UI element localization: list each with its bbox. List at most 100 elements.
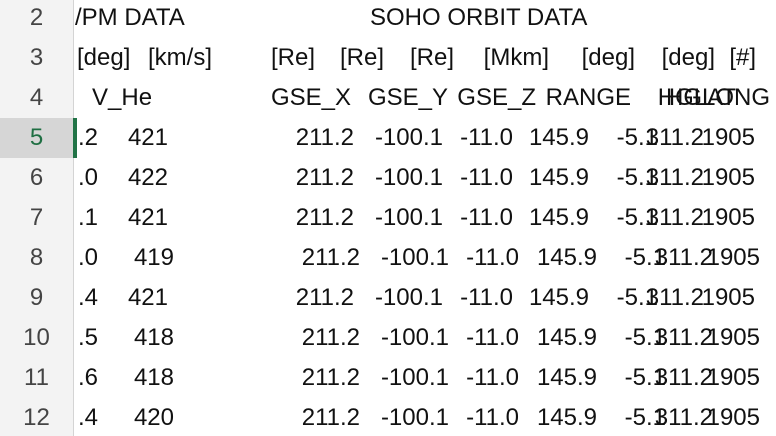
- cell-value[interactable]: 211.2: [301, 244, 360, 271]
- cell-value[interactable]: 1905: [706, 364, 760, 391]
- cell-value[interactable]: -5.1: [616, 124, 658, 151]
- row-header[interactable]: 11: [0, 358, 74, 398]
- cell-value[interactable]: -11.0: [466, 244, 519, 271]
- cell-value[interactable]: -5.1: [624, 324, 666, 351]
- cell-value[interactable]: 419: [133, 244, 174, 271]
- cell-value[interactable]: -11.0: [460, 164, 513, 191]
- cell-value[interactable]: .0: [77, 244, 98, 271]
- cell-unit[interactable]: [Re]: [409, 44, 454, 71]
- cell-column-name[interactable]: GSE_X: [270, 84, 351, 111]
- cell-value[interactable]: -5.1: [624, 364, 666, 391]
- cell-unit[interactable]: [km/s]: [148, 44, 212, 71]
- cell-section-title-soho[interactable]: SOHO ORBIT DATA: [370, 4, 588, 31]
- cell-value[interactable]: 311.2: [645, 284, 704, 311]
- cell-value[interactable]: .4: [77, 404, 98, 431]
- cell-value[interactable]: 145.9: [528, 204, 589, 231]
- cell-value[interactable]: -100.1: [374, 204, 443, 231]
- cell-value[interactable]: 1905: [701, 164, 755, 191]
- cell-unit[interactable]: [deg]: [581, 44, 635, 71]
- cell-value[interactable]: 1905: [701, 204, 755, 231]
- cell-value[interactable]: 311.2: [645, 164, 704, 191]
- cell-value[interactable]: 311.2: [654, 244, 713, 271]
- cell-value[interactable]: 145.9: [536, 244, 597, 271]
- row-header[interactable]: 8: [0, 238, 74, 278]
- cell-value[interactable]: -5.1: [624, 404, 666, 431]
- cell-value[interactable]: 421: [127, 124, 168, 151]
- cell-value[interactable]: 311.2: [654, 324, 713, 351]
- cell-unit[interactable]: [Re]: [339, 44, 384, 71]
- cell-value[interactable]: 420: [133, 404, 174, 431]
- row-header[interactable]: 9: [0, 278, 74, 318]
- cell-value[interactable]: 211.2: [295, 164, 354, 191]
- cell-value[interactable]: 211.2: [301, 404, 360, 431]
- row-header[interactable]: 7: [0, 198, 74, 238]
- cell-value[interactable]: .5: [77, 324, 98, 351]
- cell-value[interactable]: 418: [133, 324, 174, 351]
- cell-unit[interactable]: [Mkm]: [483, 44, 549, 71]
- cell-value[interactable]: 145.9: [528, 164, 589, 191]
- cell-value[interactable]: 145.9: [536, 364, 597, 391]
- cell-value[interactable]: .4: [77, 284, 98, 311]
- row-header-active[interactable]: 5: [0, 118, 74, 158]
- cell-value[interactable]: 1905: [701, 124, 755, 151]
- cell-value[interactable]: .6: [77, 364, 98, 391]
- cell-unit[interactable]: [Re]: [270, 44, 315, 71]
- cell-value[interactable]: -11.0: [466, 324, 519, 351]
- cell-value[interactable]: 211.2: [301, 364, 360, 391]
- cell-column-name[interactable]: HGLONG: [665, 84, 770, 111]
- cell-column-name[interactable]: GSE_Z: [457, 84, 536, 111]
- row-header[interactable]: 12: [0, 398, 74, 436]
- cell-column-name[interactable]: HGLAT: [657, 84, 736, 111]
- row-header[interactable]: 10: [0, 318, 74, 358]
- cell-value[interactable]: 145.9: [528, 124, 589, 151]
- cell-value[interactable]: -11.0: [460, 284, 513, 311]
- cell-value[interactable]: -100.1: [380, 364, 449, 391]
- cell-unit[interactable]: [deg]: [661, 44, 715, 71]
- cell-value[interactable]: -100.1: [380, 404, 449, 431]
- cell-value[interactable]: 211.2: [301, 324, 360, 351]
- cell-value[interactable]: 211.2: [295, 204, 354, 231]
- cell-value[interactable]: -5.1: [624, 244, 666, 271]
- row-header[interactable]: 4: [0, 78, 74, 118]
- cell-value[interactable]: 422: [127, 164, 168, 191]
- cell-value[interactable]: .0: [77, 164, 98, 191]
- cell-value[interactable]: -11.0: [466, 364, 519, 391]
- cell-value[interactable]: -100.1: [374, 284, 443, 311]
- cell-value[interactable]: 311.2: [654, 364, 713, 391]
- cell-value[interactable]: -100.1: [374, 164, 443, 191]
- cell-value[interactable]: 1905: [706, 244, 760, 271]
- cell-value[interactable]: 311.2: [645, 204, 704, 231]
- cell-value[interactable]: 421: [127, 204, 168, 231]
- row-header[interactable]: 3: [0, 38, 74, 78]
- cell-value[interactable]: 1905: [706, 404, 760, 431]
- row-header[interactable]: 2: [0, 0, 74, 38]
- cell-unit[interactable]: [deg]: [77, 44, 131, 71]
- cell-value[interactable]: 145.9: [536, 324, 597, 351]
- cell-value[interactable]: 311.2: [645, 124, 704, 151]
- cell-value[interactable]: -11.0: [466, 404, 519, 431]
- cell-value[interactable]: -100.1: [380, 324, 449, 351]
- cell-column-name[interactable]: RANGE: [545, 84, 631, 111]
- cell-value[interactable]: -100.1: [380, 244, 449, 271]
- cell-section-title-pm[interactable]: /PM DATA: [75, 4, 185, 31]
- cell-value[interactable]: .2: [77, 124, 98, 151]
- cell-value[interactable]: 418: [133, 364, 174, 391]
- cell-column-name[interactable]: V_He: [92, 84, 153, 111]
- cell-value[interactable]: 1905: [706, 324, 760, 351]
- cell-value[interactable]: .1: [77, 204, 98, 231]
- cell-value[interactable]: 421: [127, 284, 168, 311]
- cell-column-name[interactable]: GSE_Y: [367, 84, 448, 111]
- row-header[interactable]: 6: [0, 158, 74, 198]
- cell-value[interactable]: 145.9: [536, 404, 597, 431]
- cell-value[interactable]: -5.1: [616, 204, 658, 231]
- cell-value[interactable]: 311.2: [654, 404, 713, 431]
- cell-value[interactable]: -11.0: [460, 124, 513, 151]
- cell-unit[interactable]: [#]: [729, 44, 756, 71]
- cell-value[interactable]: 145.9: [528, 284, 589, 311]
- cell-value[interactable]: -11.0: [460, 204, 513, 231]
- cell-value[interactable]: -100.1: [374, 124, 443, 151]
- cell-value[interactable]: -5.1: [616, 284, 658, 311]
- cell-value[interactable]: 1905: [701, 284, 755, 311]
- cell-value[interactable]: 211.2: [295, 124, 354, 151]
